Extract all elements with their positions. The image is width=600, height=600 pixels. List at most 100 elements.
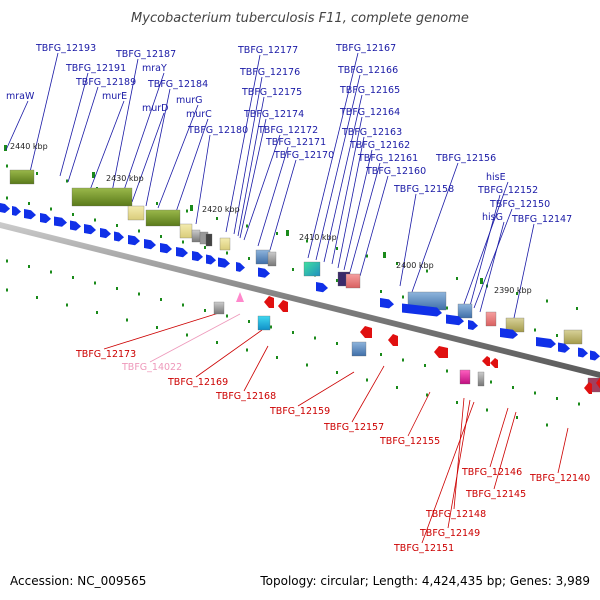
leader-line <box>359 175 389 277</box>
leader-line <box>157 104 199 209</box>
leader-line <box>349 162 381 273</box>
gc-tick <box>456 401 458 404</box>
gc-tick <box>160 298 162 301</box>
gc-tick <box>534 391 536 395</box>
gc-tick <box>28 202 30 205</box>
leader-line <box>131 112 165 203</box>
leader-line <box>421 401 475 544</box>
gc-tick <box>72 276 74 279</box>
feature-box <box>485 311 497 327</box>
gc-tick <box>366 254 368 258</box>
forward-gene-label: TBFG_12167 <box>335 43 396 54</box>
scale-label: 2400 kbp <box>396 261 434 270</box>
leader-line <box>493 411 517 490</box>
forward-gene-arrow <box>40 213 51 224</box>
genome-backbone <box>0 222 600 378</box>
leader-line <box>67 86 99 183</box>
reverse-gene-arrow <box>584 382 592 394</box>
leader-line <box>331 116 363 265</box>
gc-tick <box>336 279 338 282</box>
forward-gene-label: mraW <box>6 91 35 102</box>
leader-line <box>145 88 171 207</box>
scale-label: 2430 kbp <box>106 174 144 183</box>
forward-gene-label: murC <box>186 109 212 120</box>
forward-gene-arrow <box>144 239 156 250</box>
forward-gene-arrow <box>176 247 188 258</box>
forward-gene-label: TBFG_12187 <box>115 49 176 60</box>
leader-line <box>121 72 165 197</box>
forward-gene-arrow <box>380 298 394 309</box>
forward-gene-arrow <box>206 254 216 265</box>
forward-gene-label: TBFG_12180 <box>187 125 248 136</box>
reverse-gene-arrow <box>434 346 448 358</box>
forward-gene-label: mraY <box>142 63 167 74</box>
forward-gene-label: TBFG_12176 <box>239 67 300 78</box>
forward-gene-label: TBFG_12161 <box>357 153 418 164</box>
gc-tick <box>402 295 404 299</box>
forward-gene-label: TBFG_12158 <box>393 184 454 195</box>
gc-tick <box>456 277 458 280</box>
forward-gene-label: TBFG_12163 <box>341 127 402 138</box>
gc-tick <box>366 378 368 382</box>
gc-tick <box>512 386 514 389</box>
forward-gene-label: TBFG_12147 <box>511 214 572 225</box>
gc-tick <box>306 363 308 367</box>
leader-line <box>297 371 355 407</box>
leader-line <box>175 118 209 213</box>
gc-tick <box>380 290 382 293</box>
scale-label: 2420 kbp <box>202 205 240 214</box>
feature-box <box>213 301 225 315</box>
gc-tick <box>516 416 518 419</box>
forward-gene-label: murE <box>102 91 127 102</box>
feature-box <box>205 233 213 247</box>
gc-tick <box>276 232 278 235</box>
gc-tick <box>94 218 96 222</box>
leader-line <box>257 146 289 247</box>
gc-tick <box>186 333 188 337</box>
leader-line <box>237 96 265 237</box>
forward-gene-label: TBFG_12165 <box>339 85 400 96</box>
feature-box <box>71 187 133 207</box>
scale-tick <box>190 205 193 211</box>
gc-tick <box>248 257 250 260</box>
scale-label: 2410 kbp <box>299 233 337 242</box>
gc-tick <box>182 240 184 244</box>
forward-gene-arrow <box>54 216 67 227</box>
leader-line <box>557 427 569 474</box>
forward-gene-arrow <box>100 228 111 239</box>
gc-tick <box>306 239 308 243</box>
forward-gene-label: TBFG_12162 <box>349 140 410 151</box>
gc-tick <box>446 369 448 373</box>
gc-tick <box>66 303 68 307</box>
forward-gene-arrow <box>70 220 81 231</box>
gc-tick <box>204 246 206 249</box>
gc-tick <box>578 402 580 406</box>
pseudo-gene-arrow <box>236 292 244 302</box>
gc-tick <box>50 207 52 211</box>
reverse-gene-label: TBFG_12148 <box>425 509 486 520</box>
forward-gene-label: TBFG_12152 <box>477 185 538 196</box>
gc-tick <box>314 336 316 340</box>
reverse-gene-label: TBFG_12140 <box>529 473 590 484</box>
feature-box <box>303 261 321 277</box>
reverse-gene-arrow <box>278 300 288 312</box>
forward-gene-label: TBFG_12174 <box>243 109 304 120</box>
forward-gene-label: TBFG_12189 <box>75 77 136 88</box>
gc-tick <box>116 287 118 290</box>
gc-tick <box>426 393 428 397</box>
forward-gene-label: murG <box>176 95 203 106</box>
gc-tick <box>546 423 548 427</box>
gc-tick <box>216 341 218 344</box>
leader-line <box>243 134 281 241</box>
scale-tick <box>92 172 95 178</box>
forward-gene-arrow <box>316 282 328 293</box>
reverse-gene-label: TBFG_12173 <box>75 349 136 360</box>
reverse-gene-label: TBFG_12157 <box>323 422 384 433</box>
gc-tick <box>276 356 278 359</box>
forward-gene-arrow <box>258 267 270 278</box>
leader-line <box>195 134 211 225</box>
forward-gene-label: murD <box>142 103 169 114</box>
gc-tick <box>156 202 158 205</box>
leader-line <box>453 397 465 510</box>
gene-arrow-layer <box>0 203 600 394</box>
